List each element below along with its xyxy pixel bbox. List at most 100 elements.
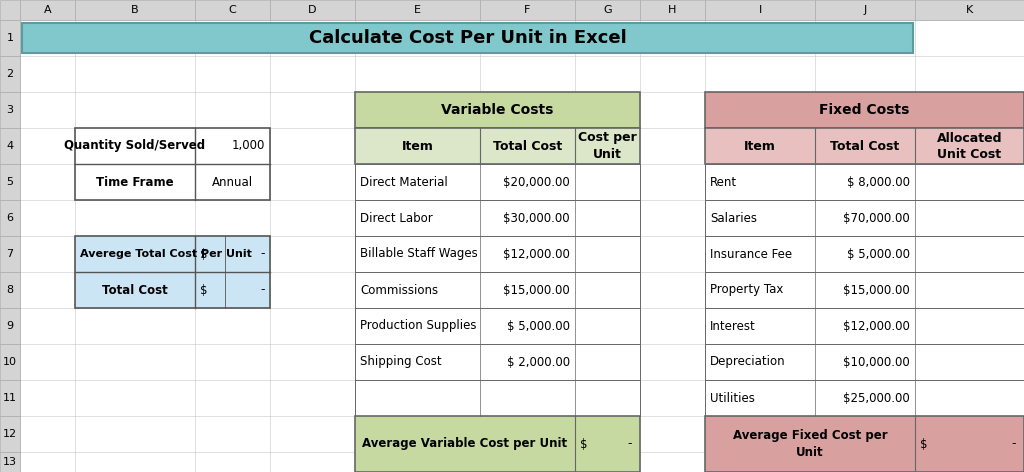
Text: Direct Labor: Direct Labor — [360, 211, 433, 225]
Text: $ 2,000.00: $ 2,000.00 — [507, 355, 570, 369]
Text: -: - — [628, 438, 632, 450]
Text: D: D — [308, 5, 316, 15]
Text: Averege Total Cost Per Unit: Averege Total Cost Per Unit — [80, 249, 252, 259]
Text: Item: Item — [744, 140, 776, 152]
Text: B: B — [131, 5, 139, 15]
Text: Interest: Interest — [710, 320, 756, 332]
Text: G: G — [603, 5, 611, 15]
Text: 1,000: 1,000 — [231, 140, 265, 152]
Bar — [705, 344, 1024, 380]
Bar — [75, 128, 270, 200]
Text: -: - — [1012, 438, 1016, 450]
Bar — [705, 128, 1024, 164]
Bar — [640, 0, 705, 20]
Text: Depreciation: Depreciation — [710, 355, 785, 369]
Text: 13: 13 — [3, 457, 17, 467]
Bar — [355, 344, 640, 380]
Text: $12,000.00: $12,000.00 — [503, 247, 570, 261]
Text: $ 5,000.00: $ 5,000.00 — [507, 320, 570, 332]
Text: Average Fixed Cost per
Unit: Average Fixed Cost per Unit — [733, 430, 888, 458]
Text: Production Supplies: Production Supplies — [360, 320, 476, 332]
Text: H: H — [669, 5, 677, 15]
Bar — [705, 0, 815, 20]
Text: Calculate Cost Per Unit in Excel: Calculate Cost Per Unit in Excel — [308, 29, 627, 47]
Bar — [355, 128, 640, 164]
Bar — [575, 0, 640, 20]
Bar — [0, 236, 20, 272]
Text: Utilities: Utilities — [710, 391, 755, 405]
Text: 5: 5 — [6, 177, 13, 187]
Text: I: I — [759, 5, 762, 15]
Bar — [75, 0, 195, 20]
Text: $: $ — [200, 247, 208, 261]
Text: $70,000.00: $70,000.00 — [843, 211, 910, 225]
Text: Total Cost: Total Cost — [493, 140, 562, 152]
Bar — [355, 92, 640, 128]
Bar — [0, 380, 20, 416]
Text: Salaries: Salaries — [710, 211, 757, 225]
Bar — [20, 0, 75, 20]
Text: $25,000.00: $25,000.00 — [843, 391, 910, 405]
Bar — [705, 272, 1024, 308]
Bar — [705, 164, 1024, 200]
Text: $ 5,000.00: $ 5,000.00 — [847, 247, 910, 261]
Text: Rent: Rent — [710, 176, 737, 188]
Text: Shipping Cost: Shipping Cost — [360, 355, 441, 369]
Text: $: $ — [920, 438, 928, 450]
Bar — [705, 236, 1024, 272]
Text: K: K — [966, 5, 973, 15]
Text: E: E — [414, 5, 421, 15]
Bar — [0, 128, 20, 164]
Bar — [0, 416, 20, 452]
Bar — [0, 20, 20, 56]
Text: 10: 10 — [3, 357, 17, 367]
Bar — [0, 452, 20, 472]
Text: Property Tax: Property Tax — [710, 284, 783, 296]
Text: $10,000.00: $10,000.00 — [843, 355, 910, 369]
Text: -: - — [260, 247, 265, 261]
Bar — [0, 0, 20, 20]
Bar — [195, 0, 270, 20]
Text: Average Variable Cost per Unit: Average Variable Cost per Unit — [362, 438, 567, 450]
Bar — [705, 416, 1024, 472]
Text: Direct Material: Direct Material — [360, 176, 447, 188]
Bar — [22, 23, 913, 53]
Bar — [705, 308, 1024, 344]
Text: 9: 9 — [6, 321, 13, 331]
Text: 11: 11 — [3, 393, 17, 403]
Bar — [355, 380, 640, 416]
Bar — [355, 308, 640, 344]
Text: A: A — [44, 5, 51, 15]
Bar — [705, 200, 1024, 236]
Bar — [705, 380, 1024, 416]
Text: $15,000.00: $15,000.00 — [843, 284, 910, 296]
Text: Annual: Annual — [212, 176, 253, 188]
Text: Insurance Fee: Insurance Fee — [710, 247, 793, 261]
Text: Allocated
Unit Cost: Allocated Unit Cost — [937, 132, 1002, 160]
Text: Billable Staff Wages: Billable Staff Wages — [360, 247, 478, 261]
Bar — [480, 0, 575, 20]
Text: $30,000.00: $30,000.00 — [504, 211, 570, 225]
Bar — [0, 344, 20, 380]
Text: 4: 4 — [6, 141, 13, 151]
Text: Total Cost: Total Cost — [830, 140, 900, 152]
Bar — [270, 0, 355, 20]
Text: $15,000.00: $15,000.00 — [503, 284, 570, 296]
Text: $20,000.00: $20,000.00 — [503, 176, 570, 188]
Bar — [355, 200, 640, 236]
Text: Commissions: Commissions — [360, 284, 438, 296]
Text: Total Cost: Total Cost — [102, 284, 168, 296]
Text: $ 8,000.00: $ 8,000.00 — [847, 176, 910, 188]
Text: 6: 6 — [6, 213, 13, 223]
Text: Cost per
Unit: Cost per Unit — [579, 132, 637, 160]
Text: C: C — [228, 5, 237, 15]
Text: Quantity Sold/Served: Quantity Sold/Served — [65, 140, 206, 152]
Text: 7: 7 — [6, 249, 13, 259]
Bar — [75, 236, 270, 308]
Text: 1: 1 — [6, 33, 13, 43]
Bar — [355, 0, 480, 20]
Bar — [355, 272, 640, 308]
Bar — [0, 308, 20, 344]
Text: $: $ — [200, 284, 208, 296]
Bar — [355, 416, 640, 472]
